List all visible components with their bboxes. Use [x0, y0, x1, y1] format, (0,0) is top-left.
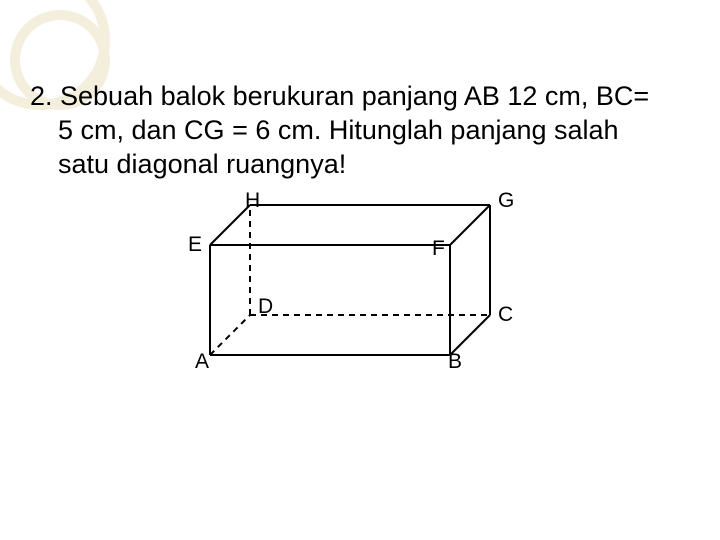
vertex-label-g: G — [498, 189, 514, 213]
question-text: 2. Sebuah balok berukuran panjang AB 12 … — [30, 80, 670, 181]
cuboid-diagram: ABCDEFGH — [170, 195, 530, 385]
question-content: 2. Sebuah balok berukuran panjang AB 12 … — [30, 80, 670, 181]
vertex-label-c: C — [498, 303, 513, 327]
vertex-label-h: H — [245, 189, 260, 213]
edges-solid — [210, 205, 490, 355]
cuboid-svg — [170, 195, 530, 385]
vertex-label-b: B — [448, 350, 462, 374]
vertex-label-e: E — [188, 233, 202, 257]
vertex-label-a: A — [195, 350, 209, 374]
vertex-label-d: D — [258, 295, 273, 319]
edges-dashed — [210, 205, 490, 355]
vertex-label-f: F — [432, 237, 445, 261]
